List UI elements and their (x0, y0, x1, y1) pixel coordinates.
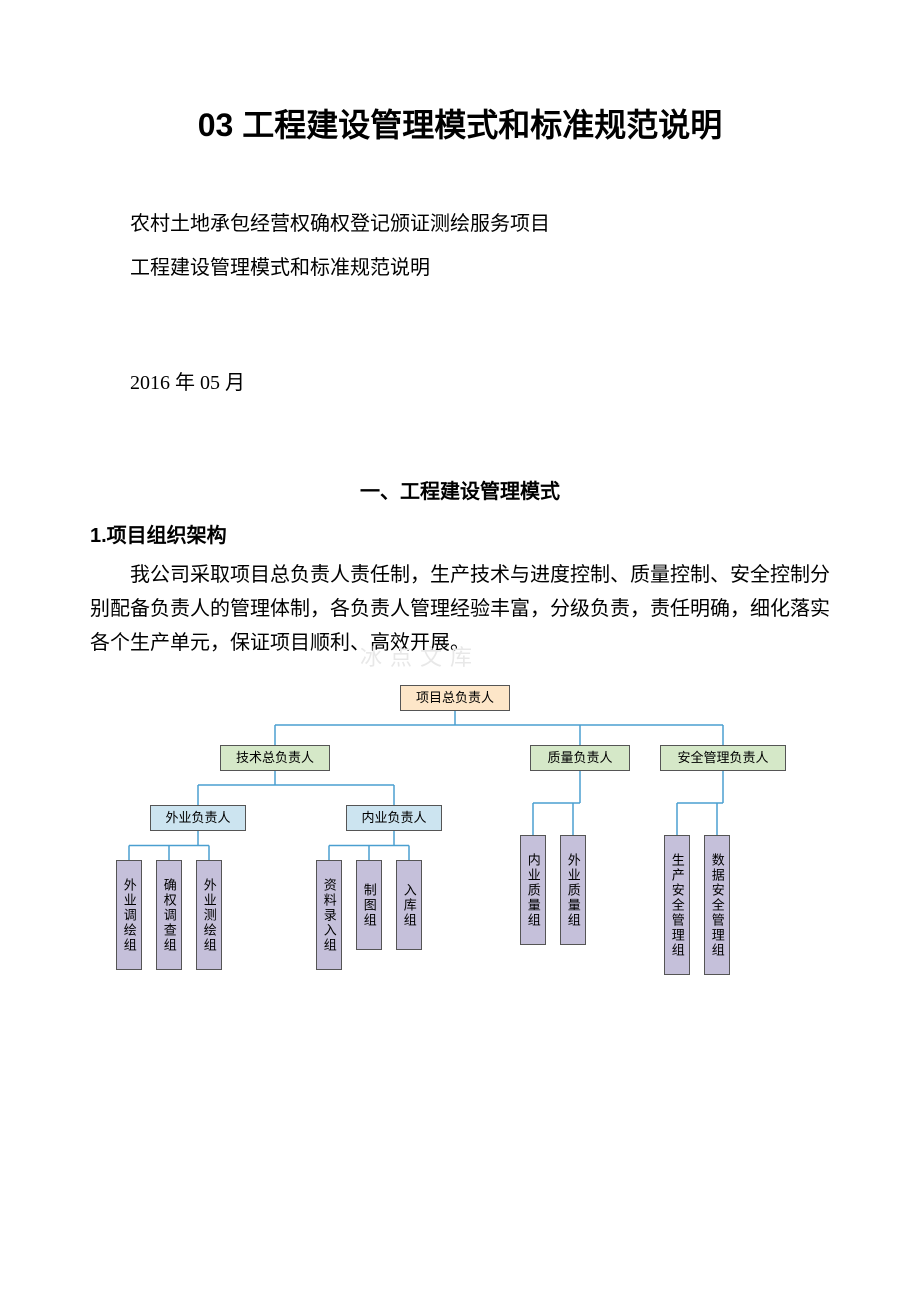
section-1-subheading: 1.项目组织架构 (90, 519, 830, 548)
subtitle-line-2: 工程建设管理模式和标准规范说明 (90, 250, 830, 286)
subtitle-line-1: 农村土地承包经营权确权登记颁证测绘服务项目 (90, 206, 830, 242)
org-chart: 项目总负责人技术总负责人 质量负责人 安全管理负责人外业负责人 内业负责人外业调绘组确… (90, 685, 830, 1015)
org-leaf-safety-1: 数据安全管理组 (704, 835, 730, 975)
org-node-safety: 安全管理负责人 (660, 745, 786, 771)
org-node-inwork: 内业负责人 (346, 805, 442, 831)
org-leaf-outwork-2: 外业测绘组 (196, 860, 222, 970)
org-leaf-outwork-0: 外业调绘组 (116, 860, 142, 970)
org-leaf-inwork-0: 资料录入组 (316, 860, 342, 970)
document-title: 03 工程建设管理模式和标准规范说明 (90, 100, 830, 146)
org-leaf-inwork-1: 制图组 (356, 860, 382, 950)
org-leaf-quality-1: 外业质量组 (560, 835, 586, 945)
org-leaf-inwork-2: 入库组 (396, 860, 422, 950)
org-leaf-outwork-1: 确权调查组 (156, 860, 182, 970)
org-node-outwork: 外业负责人 (150, 805, 246, 831)
org-node-quality: 质量负责人 (530, 745, 630, 771)
section-1-body: 我公司采取项目总负责人责任制，生产技术与进度控制、质量控制、安全控制分别配备负责… (90, 558, 830, 660)
org-leaf-safety-0: 生产安全管理组 (664, 835, 690, 975)
section-1-heading: 一、工程建设管理模式 (90, 475, 830, 504)
org-node-root: 项目总负责人 (400, 685, 510, 711)
org-leaf-quality-0: 内业质量组 (520, 835, 546, 945)
org-node-tech: 技术总负责人 (220, 745, 330, 771)
document-date: 2016 年 05 月 (90, 366, 830, 395)
